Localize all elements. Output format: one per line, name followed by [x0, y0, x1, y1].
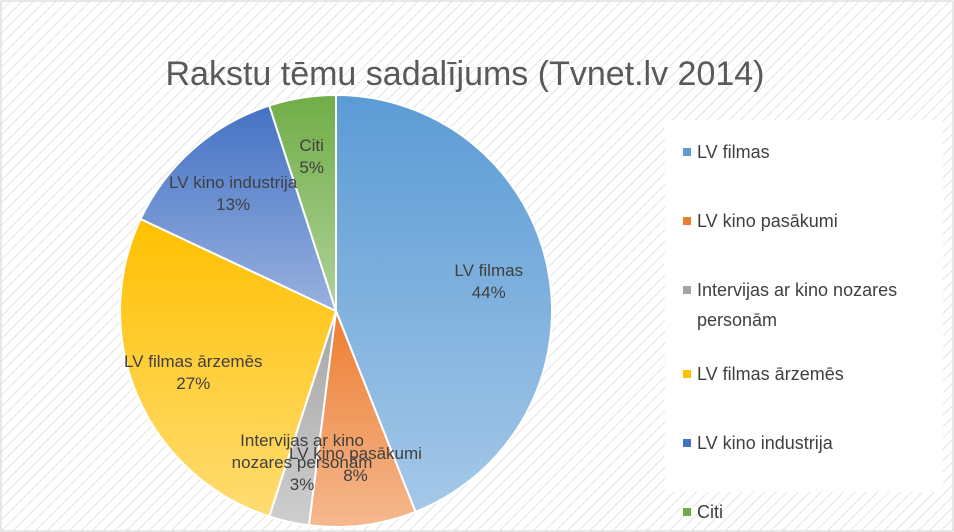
data-label-name: Intervijas ar kino nozares personām — [231, 430, 373, 472]
legend-label: LV filmas ārzemēs — [697, 364, 844, 384]
data-label: Citi 5% — [299, 135, 324, 179]
data-label: Intervijas ar kino nozares personām 3% — [217, 430, 387, 496]
legend-label: LV kino industrija — [697, 433, 833, 453]
chart-title: Rakstu tēmu sadalījums (Tvnet.lv 2014) — [165, 55, 764, 93]
data-label-value: 8% — [343, 466, 368, 486]
data-label-name: LV filmas — [454, 260, 524, 280]
data-label: LV filmas ārzemēs 27% — [124, 351, 263, 395]
data-label-name: LV kino pasākumi — [289, 444, 422, 464]
legend-marker — [683, 370, 691, 378]
data-label-value: 5% — [299, 158, 324, 178]
data-label-value: 27% — [176, 373, 211, 393]
data-label-name: LV kino industrija — [169, 173, 298, 193]
data-label: LV filmas 44% — [454, 260, 523, 304]
pie-slice — [335, 93, 553, 514]
legend-marker — [683, 217, 691, 225]
pie-slice — [139, 104, 338, 313]
legend-label: Citi — [697, 502, 723, 522]
data-label-name: LV filmas ārzemēs — [123, 351, 263, 371]
pie-slice — [267, 93, 337, 312]
pie-slice — [307, 310, 417, 528]
legend-marker — [683, 286, 691, 294]
legend-marker — [683, 508, 691, 516]
legend-marker — [683, 439, 691, 447]
data-label-value: 13% — [216, 195, 251, 215]
data-label-name: Citi — [299, 136, 324, 156]
legend-label: Intervijas ar kino nozares personām — [697, 280, 898, 330]
data-label: LV kino industrija 13% — [169, 172, 297, 216]
legend-label: LV kino pasākumi — [697, 211, 838, 231]
pie-slice — [119, 217, 338, 518]
data-label-value: 3% — [289, 474, 315, 494]
legend-label: LV filmas — [697, 142, 770, 162]
legend-marker — [683, 148, 691, 156]
data-label-value: 44% — [471, 282, 506, 302]
legend-box — [665, 120, 943, 492]
data-label: LV kino pasākumi 8% — [289, 443, 422, 487]
